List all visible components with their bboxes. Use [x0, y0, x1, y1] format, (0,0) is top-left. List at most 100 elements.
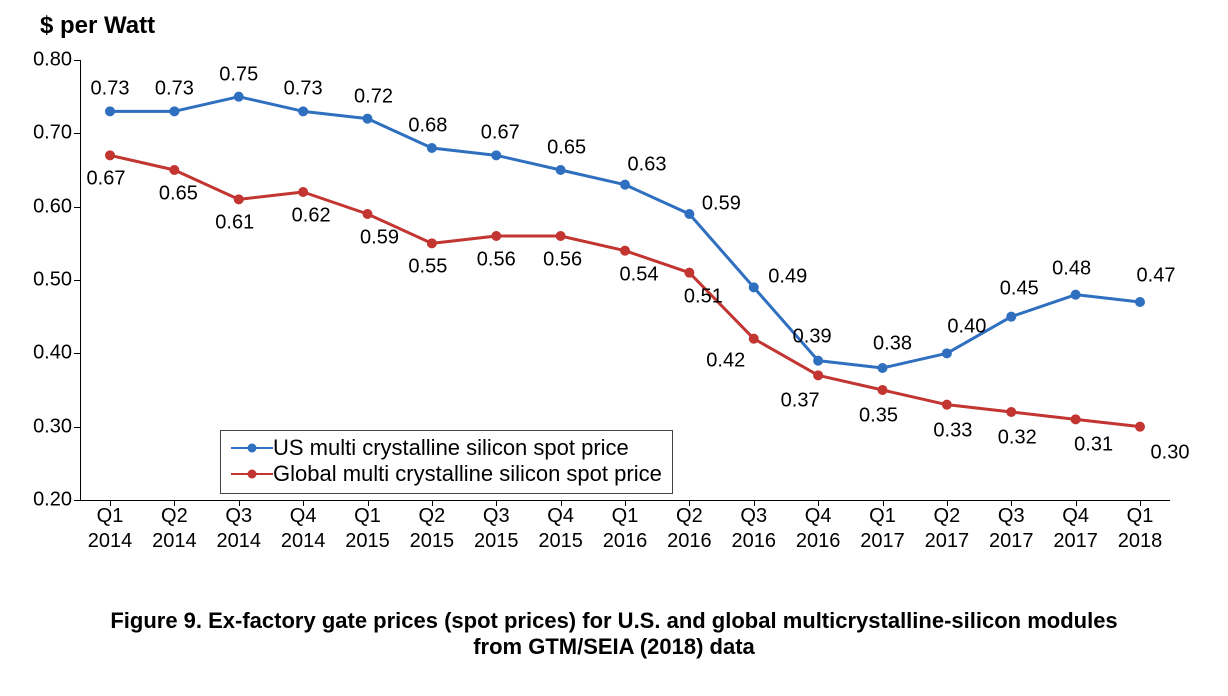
series-marker — [685, 268, 694, 277]
series-marker — [234, 195, 243, 204]
data-label: 0.68 — [408, 115, 447, 138]
y-tick-label: 0.20 — [33, 489, 72, 512]
y-tick-label: 0.40 — [33, 342, 72, 365]
data-label: 0.33 — [933, 419, 972, 442]
series-marker — [942, 349, 951, 358]
x-tick-label: Q12014 — [88, 504, 133, 554]
data-label: 0.31 — [1074, 434, 1113, 457]
x-tick-label: Q22015 — [410, 504, 455, 554]
data-label: 0.62 — [292, 205, 331, 228]
data-label: 0.73 — [155, 78, 194, 101]
data-label: 0.49 — [768, 266, 807, 289]
series-marker — [363, 210, 372, 219]
data-label: 0.72 — [354, 85, 393, 108]
data-label: 0.47 — [1137, 265, 1176, 288]
data-label: 0.40 — [947, 316, 986, 339]
legend-label: US multi crystalline silicon spot price — [273, 435, 629, 461]
y-tick-label: 0.80 — [33, 49, 72, 72]
series-marker — [942, 400, 951, 409]
y-tick — [74, 353, 80, 354]
y-tick — [74, 500, 80, 501]
y-tick-label: 0.50 — [33, 269, 72, 292]
x-tick-label: Q32015 — [474, 504, 519, 554]
series-marker — [1136, 298, 1145, 307]
series-marker — [299, 107, 308, 116]
series-line-global — [110, 155, 1140, 426]
caption-line-2: from GTM/SEIA (2018) data — [0, 634, 1228, 660]
data-label: 0.51 — [684, 285, 723, 308]
chart-container: $ per Watt US multi crystalline silicon … — [0, 0, 1228, 696]
data-label: 0.67 — [481, 122, 520, 145]
series-marker — [621, 180, 630, 189]
data-label: 0.45 — [1000, 277, 1039, 300]
x-tick-label: Q32014 — [217, 504, 262, 554]
series-marker — [1136, 422, 1145, 431]
series-marker — [556, 166, 565, 175]
y-tick — [74, 133, 80, 134]
x-tick-label: Q32017 — [989, 504, 1034, 554]
series-marker — [878, 386, 887, 395]
x-tick-label: Q12015 — [345, 504, 390, 554]
series-marker — [299, 188, 308, 197]
data-label: 0.61 — [215, 212, 254, 235]
series-marker — [106, 151, 115, 160]
y-tick — [74, 60, 80, 61]
series-marker — [427, 144, 436, 153]
series-marker — [685, 210, 694, 219]
x-tick-label: Q42015 — [538, 504, 583, 554]
series-marker — [749, 283, 758, 292]
data-label: 0.56 — [543, 249, 582, 272]
y-tick-label: 0.30 — [33, 415, 72, 438]
series-marker — [1007, 408, 1016, 417]
data-label: 0.37 — [781, 390, 820, 413]
legend: US multi crystalline silicon spot priceG… — [220, 430, 673, 494]
data-label: 0.38 — [873, 333, 912, 356]
series-marker — [814, 371, 823, 380]
data-label: 0.55 — [408, 256, 447, 279]
series-marker — [170, 107, 179, 116]
x-tick-label: Q22016 — [667, 504, 712, 554]
data-label: 0.63 — [628, 153, 667, 176]
data-label: 0.30 — [1151, 441, 1190, 464]
x-tick-label: Q42016 — [796, 504, 841, 554]
series-marker — [621, 246, 630, 255]
data-label: 0.65 — [547, 137, 586, 160]
data-label: 0.54 — [620, 263, 659, 286]
series-marker — [427, 239, 436, 248]
y-tick — [74, 280, 80, 281]
legend-item-global: Global multi crystalline silicon spot pr… — [231, 461, 662, 487]
x-tick-label: Q12016 — [603, 504, 648, 554]
series-marker — [1007, 312, 1016, 321]
data-label: 0.67 — [87, 168, 126, 191]
series-marker — [492, 232, 501, 241]
x-tick-label: Q42014 — [281, 504, 326, 554]
x-tick-label: Q12017 — [860, 504, 905, 554]
x-tick-label: Q12018 — [1118, 504, 1163, 554]
figure-caption: Figure 9. Ex-factory gate prices (spot p… — [0, 608, 1228, 660]
data-label: 0.65 — [159, 183, 198, 206]
plot-area: US multi crystalline silicon spot priceG… — [80, 60, 1170, 500]
data-label: 0.73 — [91, 78, 130, 101]
data-label: 0.75 — [219, 63, 258, 86]
series-marker — [106, 107, 115, 116]
series-marker — [363, 114, 372, 123]
data-label: 0.48 — [1052, 257, 1091, 280]
data-label: 0.35 — [859, 405, 898, 428]
series-marker — [1071, 290, 1080, 299]
data-label: 0.59 — [360, 227, 399, 250]
data-label: 0.32 — [998, 427, 1037, 450]
series-marker — [749, 334, 758, 343]
series-marker — [170, 166, 179, 175]
x-tick-label: Q22017 — [925, 504, 970, 554]
data-label: 0.56 — [477, 249, 516, 272]
series-marker — [814, 356, 823, 365]
caption-line-1: Figure 9. Ex-factory gate prices (spot p… — [0, 608, 1228, 634]
y-tick — [74, 207, 80, 208]
legend-label: Global multi crystalline silicon spot pr… — [273, 461, 662, 487]
legend-swatch — [231, 473, 273, 475]
data-label: 0.73 — [284, 78, 323, 101]
series-marker — [492, 151, 501, 160]
data-label: 0.59 — [702, 193, 741, 216]
series-marker — [556, 232, 565, 241]
y-tick-label: 0.60 — [33, 195, 72, 218]
